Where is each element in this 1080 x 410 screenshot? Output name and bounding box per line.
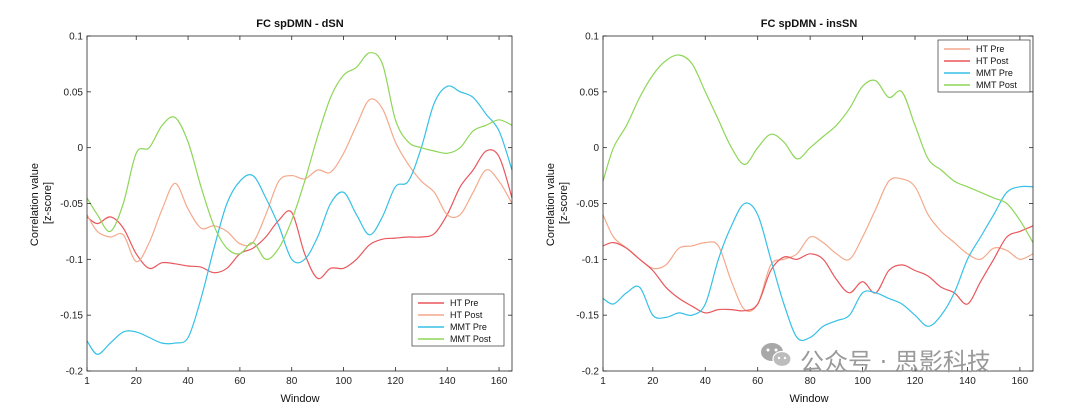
legend-label-ht-post: HT Post: [450, 310, 483, 320]
y-axis-label-line1: Correlation value: [29, 163, 41, 246]
y-tick-label: -0.05: [60, 199, 83, 210]
legend-label-mmt-post: MMT Post: [976, 80, 1017, 90]
y-tick-label: -0.2: [582, 367, 600, 378]
x-tick-label: 100: [335, 376, 352, 387]
x-tick-label: 60: [234, 376, 246, 387]
chart-inssn: FC spDMN - insSN 1 20 40 60 80 100 120 140 1600.…: [545, 18, 1034, 405]
y-tick-label: 0: [593, 143, 599, 154]
x-tick-label: 20: [131, 376, 143, 387]
legend: HT Pre HT Post MMT Pre MMT Post: [411, 293, 505, 347]
y-tick-label: 0.05: [64, 87, 84, 98]
y-tick-label: -0.15: [576, 311, 599, 322]
x-tick-label: 40: [700, 376, 712, 387]
legend: HT Pre HT Post MMT Pre MMT Post: [937, 39, 1031, 93]
series-line-mmt-post: [86, 52, 513, 260]
y-tick-label: 0.1: [69, 32, 83, 43]
y-tick-label: -0.2: [66, 367, 84, 378]
watermark-text: 公众号 · 思影科技: [800, 348, 991, 376]
series-line-ht-post: [86, 98, 513, 263]
x-tick-label: 40: [183, 376, 195, 387]
y-axis-label: Correlation value [z-score]: [545, 160, 570, 246]
y-tick-label: 0.05: [580, 87, 600, 98]
x-tick-label: 160: [491, 376, 508, 387]
x-tick-label: 20: [647, 376, 659, 387]
legend-label-ht-pre: HT Pre: [976, 44, 1004, 54]
legend-label-ht-pre: HT Pre: [450, 298, 478, 308]
series-line-mmt-pre: [86, 85, 513, 355]
y-tick-label: 0.1: [585, 32, 599, 43]
y-axis-label: Correlation value [z-score]: [29, 160, 54, 246]
y-tick-label: 0: [77, 143, 83, 154]
series-line-mmt-pre: [602, 185, 1034, 342]
x-tick-label: 100: [854, 376, 871, 387]
x-tick-label: 120: [907, 376, 924, 387]
x-tick-label: 80: [805, 376, 817, 387]
series-line-ht-pre: [602, 177, 1034, 313]
y-tick-label: -0.05: [576, 199, 599, 210]
plot-area: 1 20 40 60 80 100 120 140 1600.10.050-0.05-0.1-0…: [60, 32, 513, 387]
y-axis-label-line1: Correlation value: [545, 163, 557, 246]
y-axis-label-line2: [z-score]: [558, 182, 570, 224]
x-axis-label: Window: [280, 393, 319, 405]
plot-area: 1 20 40 60 80 100 120 140 1600.10.050-0.05-0.1-0…: [576, 32, 1034, 387]
wechat-icon: [761, 343, 792, 368]
legend-label-mmt-pre: MMT Pre: [450, 322, 487, 332]
x-tick-label: 1: [600, 376, 606, 387]
x-axis-label: Window: [789, 393, 828, 405]
x-tick-label: 140: [959, 376, 976, 387]
x-tick-label: 1: [84, 376, 90, 387]
y-tick-label: -0.15: [60, 311, 83, 322]
legend-label-ht-post: HT Post: [976, 56, 1009, 66]
series-line-mmt-post: [602, 54, 1034, 243]
x-tick-label: 60: [752, 376, 764, 387]
series-line-ht-pre: [86, 149, 513, 280]
y-tick-label: -0.1: [582, 255, 600, 266]
watermark: 公众号 · 思影科技: [761, 343, 991, 376]
x-tick-label: 120: [387, 376, 404, 387]
y-tick-label: -0.1: [66, 255, 84, 266]
series-line-ht-post: [602, 225, 1034, 314]
chart-title: FC spDMN - insSN: [761, 18, 858, 30]
legend-label-mmt-post: MMT Post: [450, 334, 491, 344]
chart-dsn: FC spDMN - dSN 1 20 40 60 80 100 120 140 1600.10…: [29, 18, 513, 405]
x-tick-label: 140: [439, 376, 456, 387]
legend-label-mmt-pre: MMT Pre: [976, 68, 1013, 78]
chart-title: FC spDMN - dSN: [256, 18, 343, 30]
x-tick-label: 80: [286, 376, 298, 387]
x-tick-label: 160: [1012, 376, 1029, 387]
y-axis-label-line2: [z-score]: [42, 182, 54, 224]
